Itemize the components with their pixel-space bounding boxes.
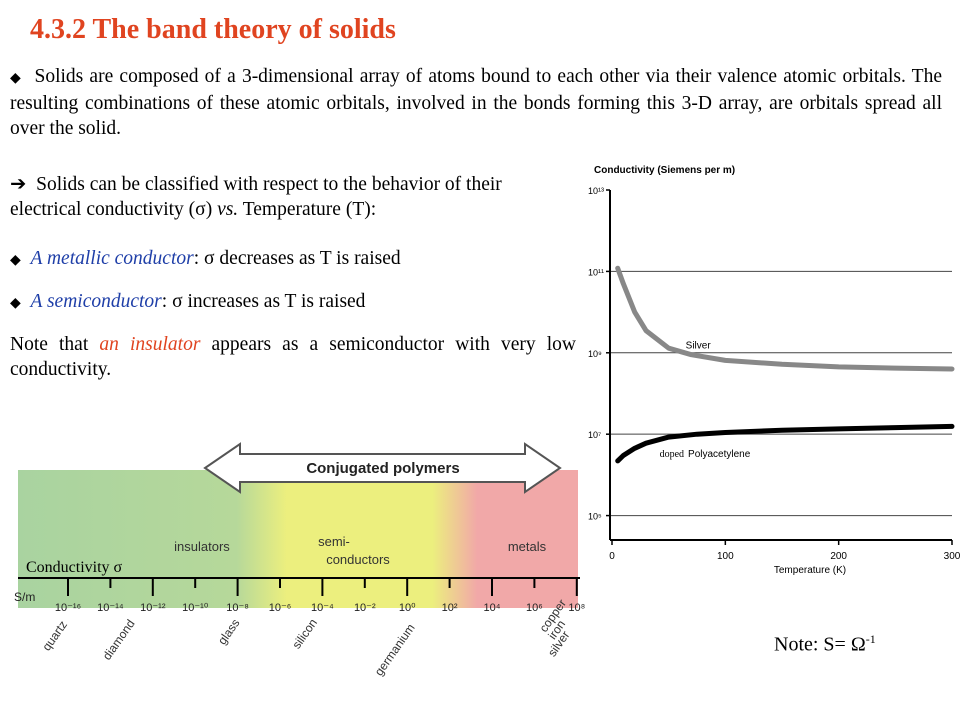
scale-tick-label: 10⁻¹² — [140, 602, 166, 614]
scale-tick-label: 10⁻⁴ — [311, 602, 334, 614]
conductivity-band — [18, 470, 578, 608]
series-line-silver — [615, 265, 955, 372]
material-label-germanium: germanium — [372, 621, 418, 678]
semiconductor-bullet: ◆ A semiconductor: σ increases as T is r… — [10, 289, 576, 316]
chart-y-tick-label: 10¹³ — [588, 186, 604, 196]
conjugated-polymers-label: Conjugated polymers — [306, 460, 459, 477]
scale-tick-label: 10⁻² — [354, 602, 376, 614]
insulator-note: Note that an insulator appears as a semi… — [10, 332, 576, 382]
semiconductor-text: : σ increases as T is raised — [161, 291, 366, 312]
intro-text: Solids are composed of a 3-dimensional a… — [10, 66, 942, 139]
chart-xlabel: Temperature (K) — [774, 565, 846, 576]
note-text-a: Note that — [10, 334, 100, 355]
chart-y-tick-label: 10⁷ — [588, 430, 601, 440]
material-label-diamond: diamond — [100, 617, 138, 663]
conductivity-axis-label: Conductivity σ — [26, 559, 123, 576]
polyacetylene-annotation: doped Polyacetylene — [660, 449, 751, 460]
slide-title: 4.3.2 The band theory of solids — [30, 14, 396, 45]
polyacetylene-label: Polyacetylene — [688, 449, 751, 460]
siemens-note-sup: -1 — [865, 632, 876, 646]
intro-paragraph: ◆ Solids are composed of a 3-dimensional… — [10, 64, 942, 141]
scale-tick-label: 10⁸ — [568, 602, 585, 614]
chart-x-tick-label: 100 — [717, 551, 734, 562]
region-metals: metals — [508, 539, 547, 554]
siemens-note: Note: S= Ω-1 — [774, 632, 876, 657]
silver-label: Silver — [686, 341, 712, 352]
diamond-bullet-icon: ◆ — [10, 71, 23, 86]
scale-tick-label: 10⁴ — [484, 602, 501, 614]
diamond-bullet-icon: ◆ — [10, 296, 21, 311]
chart-y-tick-label: 10⁵ — [588, 512, 602, 522]
material-label-silicon: silicon — [289, 616, 320, 651]
scale-tick-label: 10² — [442, 602, 458, 614]
insulator-term: an insulator — [99, 334, 201, 355]
chart-title: Conductivity (Siemens per m) — [594, 165, 735, 176]
chart-x-tick-label: 0 — [609, 551, 615, 562]
semiconductor-term: A semiconductor — [30, 291, 162, 312]
scale-tick-label: 10⁻¹⁴ — [97, 602, 124, 614]
siemens-note-text: Note: S= Ω — [774, 633, 866, 656]
vs-text: vs. — [217, 199, 239, 220]
scale-unit: S/m — [14, 590, 35, 604]
scale-tick-label: 10⁰ — [399, 602, 416, 614]
classification-text-a: Solids can be classified with respect to… — [10, 174, 502, 220]
note-text-b: appears as a semiconductor with very low… — [10, 334, 576, 380]
material-label-quartz: quartz — [39, 618, 70, 653]
classification-text-b: ) — [205, 199, 218, 220]
scale-tick-label: 10⁻⁶ — [269, 602, 292, 614]
classification-text-c: Temperature (T): — [238, 199, 377, 220]
chart-x-tick-label: 200 — [830, 551, 847, 562]
conductivity-temperature-chart: Conductivity (Siemens per m) Temperature… — [588, 165, 960, 576]
scale-tick-label: 10⁶ — [526, 602, 543, 614]
diamond-bullet-icon: ◆ — [10, 253, 21, 268]
sigma-symbol: σ — [195, 199, 206, 220]
material-label-glass: glass — [215, 616, 243, 647]
metallic-term: A metallic conductor — [30, 248, 194, 269]
chart-x-tick-label: 300 — [944, 551, 960, 562]
scale-tick-label: 10⁻¹⁶ — [55, 602, 81, 614]
metallic-text: : σ decreases as T is raised — [193, 248, 401, 269]
metallic-bullet: ◆ A metallic conductor: σ decreases as T… — [10, 246, 576, 273]
conjugated-polymers-arrow — [203, 442, 562, 494]
classification-paragraph: ➔ Solids can be classified with respect … — [10, 172, 576, 222]
region-conductors: conductors — [326, 552, 390, 567]
chart-y-tick-label: 10⁹ — [588, 349, 602, 359]
conductivity-scale-figure: Conjugated polymers insulators semi- con… — [14, 442, 585, 678]
region-insulators: insulators — [174, 539, 230, 554]
doped-label: doped — [660, 449, 684, 460]
scale-tick-label: 10⁻¹⁰ — [182, 602, 209, 614]
chart-y-tick-label: 10¹¹ — [588, 267, 604, 277]
right-arrow-icon: ➔ — [10, 174, 27, 195]
region-semi: semi- — [318, 534, 350, 549]
scale-tick-label: 10⁻⁸ — [226, 602, 249, 614]
